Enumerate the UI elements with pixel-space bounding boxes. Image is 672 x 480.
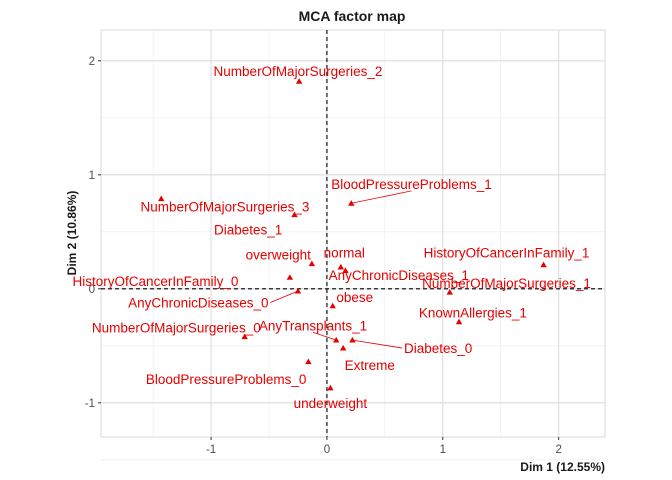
x-tick-label: 0 bbox=[324, 444, 330, 456]
point-label: BloodPressureProblems_1 bbox=[331, 177, 492, 192]
data-point bbox=[305, 358, 312, 365]
data-point bbox=[327, 384, 334, 391]
point-label: NumberOfMajorSurgeries_0 bbox=[92, 321, 261, 336]
point-label: Diabetes_0 bbox=[404, 341, 472, 356]
data-point bbox=[329, 302, 336, 309]
data-point bbox=[348, 200, 355, 206]
grid-lines bbox=[101, 30, 605, 461]
data-point bbox=[308, 260, 316, 267]
data-point bbox=[286, 274, 294, 280]
point-label: AnyChronicDiseases_1 bbox=[329, 268, 469, 283]
leader-line bbox=[270, 290, 299, 303]
point-label: NumberOfMajorSurgeries_2 bbox=[214, 64, 383, 79]
point-label: normal bbox=[324, 245, 365, 260]
data-point bbox=[349, 336, 356, 343]
chart-title: MCA factor map bbox=[299, 8, 406, 24]
point-label: HistoryOfCancerInFamily_1 bbox=[424, 245, 590, 260]
data-point bbox=[337, 263, 345, 270]
y-tick-label: 1 bbox=[89, 170, 95, 182]
leader-line bbox=[351, 190, 412, 204]
point-label: overweight bbox=[246, 248, 312, 263]
point-label: NumberOfMajorSurgeries_1 bbox=[422, 276, 591, 291]
plot-panel bbox=[100, 29, 606, 438]
leader-line bbox=[352, 339, 403, 349]
point-label: NumberOfMajorSurgeries_3 bbox=[141, 200, 310, 215]
point-label: HistoryOfCancerInFamily_0 bbox=[73, 274, 239, 289]
data-point bbox=[295, 78, 303, 84]
data-point bbox=[540, 261, 547, 268]
axis-ticks: -1 0 1 2 -1 0 1 2 bbox=[85, 56, 562, 456]
data-point bbox=[339, 344, 347, 351]
x-tick-label: 2 bbox=[555, 444, 561, 456]
point-label: AnyChronicDiseases_0 bbox=[128, 295, 268, 310]
data-point bbox=[446, 289, 453, 295]
point-label: KnownAllergies_1 bbox=[419, 306, 527, 321]
data-point bbox=[241, 333, 248, 340]
point-label: underweight bbox=[294, 396, 368, 411]
y-tick-label: -1 bbox=[85, 398, 95, 410]
y-tick-label: 2 bbox=[89, 56, 95, 68]
x-axis-title: Dim 1 (12.55%) bbox=[520, 460, 605, 474]
y-tick-label: 0 bbox=[89, 284, 95, 296]
leader-lines bbox=[270, 190, 412, 349]
data-point bbox=[455, 318, 463, 325]
leader-line bbox=[312, 331, 337, 341]
point-label: BloodPressureProblems_0 bbox=[146, 372, 307, 387]
point-label: AnyTransplants_1 bbox=[259, 318, 367, 333]
points bbox=[158, 78, 547, 391]
x-tick-label: 1 bbox=[440, 444, 446, 456]
y-axis-title: Dim 2 (10.86%) bbox=[65, 191, 79, 276]
x-tick-label: -1 bbox=[206, 444, 216, 456]
point-label: Extreme bbox=[345, 358, 395, 373]
point-label: obese bbox=[336, 290, 373, 305]
reference-lines bbox=[101, 30, 605, 437]
data-point bbox=[333, 336, 340, 343]
data-point bbox=[294, 287, 302, 294]
data-point bbox=[342, 267, 349, 273]
data-point bbox=[291, 211, 298, 218]
data-point bbox=[158, 195, 165, 202]
point-labels: NumberOfMajorSurgeries_2 BloodPressurePro… bbox=[73, 64, 591, 411]
point-label: Diabetes_1 bbox=[214, 223, 282, 238]
